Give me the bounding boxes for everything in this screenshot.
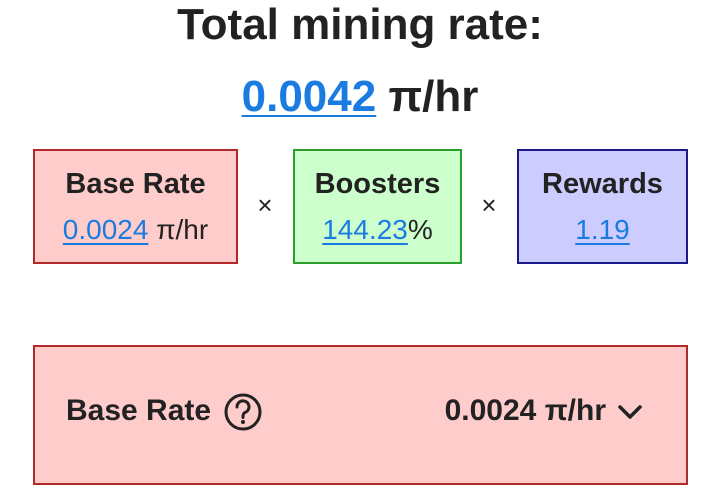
boosters-label: Boosters bbox=[314, 167, 441, 200]
total-rate[interactable]: 0.0042 bbox=[241, 72, 377, 121]
panel-value-unit: π/hr bbox=[544, 394, 606, 427]
boosters-value-line: 144.23% bbox=[322, 207, 433, 253]
panel-value-number: 0.0024 bbox=[444, 394, 537, 427]
panel-label: Base Rate bbox=[66, 390, 263, 432]
rewards-value[interactable]: 1.19 bbox=[575, 213, 630, 245]
rewards-box: Rewards 1.19 bbox=[517, 149, 688, 264]
expand-chevron[interactable] bbox=[616, 398, 644, 426]
rewards-label: Rewards bbox=[542, 167, 663, 200]
boosters-value[interactable]: 144.23 bbox=[322, 213, 408, 245]
multiply-sign: × bbox=[257, 190, 273, 220]
help-icon[interactable] bbox=[223, 392, 263, 432]
base-rate-unit: π/hr bbox=[156, 213, 209, 245]
base-rate-panel bbox=[33, 345, 688, 485]
total-unit: π/hr bbox=[388, 72, 479, 121]
rewards-value-line: 1.19 bbox=[575, 207, 630, 253]
base-rate-box: Base Rate 0.0024 π/hr bbox=[33, 149, 238, 264]
base-rate-value-line: 0.0024 π/hr bbox=[63, 207, 208, 253]
base-rate-value[interactable]: 0.0024 bbox=[62, 213, 149, 245]
multiply-sign: × bbox=[481, 190, 497, 220]
boosters-box: Boosters 144.23% bbox=[293, 149, 462, 264]
title: Total mining rate: bbox=[177, 0, 543, 49]
total-rate-line: 0.0042 π/hr bbox=[0, 70, 720, 124]
panel-value[interactable]: 0.0024 π/hr bbox=[445, 390, 606, 432]
base-rate-label: Base Rate bbox=[65, 167, 206, 200]
boosters-unit: % bbox=[407, 213, 433, 245]
panel-label-text: Base Rate bbox=[66, 394, 212, 427]
